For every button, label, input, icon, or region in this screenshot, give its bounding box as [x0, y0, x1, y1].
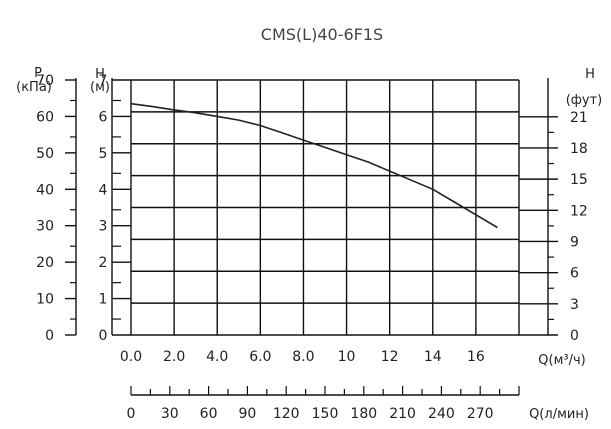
axes: 01234567H(м)010203040506070P(кПа)0369121… [16, 66, 602, 422]
x-tick-label: 16 [467, 349, 485, 365]
right-tick-label: 0 [570, 328, 579, 344]
left-outer-tick-label: 50 [36, 146, 54, 162]
grid [130, 79, 520, 336]
left-inner-tick-label: 2 [99, 255, 108, 271]
x2-axis-label: Q(л/мин) [529, 407, 589, 422]
x-tick-label: 8.0 [292, 349, 314, 365]
x2-tick-label: 30 [161, 406, 179, 422]
x2-tick-label: 180 [350, 406, 377, 422]
left-inner-tick-label: 3 [99, 219, 108, 235]
left-outer-axis-label: P [34, 66, 42, 81]
right-axis-label: H [585, 67, 595, 82]
x-tick-label: 4.0 [206, 349, 228, 365]
x2-tick-label: 90 [238, 406, 256, 422]
left-outer-tick-label: 20 [36, 255, 54, 271]
right-axis-label: (фут) [566, 93, 603, 108]
x-axis-label: Q(м³/ч) [538, 353, 585, 368]
left-inner-tick-label: 0 [99, 328, 108, 344]
x-tick-label: 2.0 [163, 349, 185, 365]
left-outer-tick-label: 0 [45, 328, 54, 344]
right-tick-label: 18 [570, 141, 588, 157]
series-line [130, 102, 498, 229]
x-tick-label: 0.0 [120, 349, 142, 365]
x-tick-label: 12 [381, 349, 399, 365]
x2-tick-label: 60 [200, 406, 218, 422]
left-outer-tick-label: 30 [36, 219, 54, 235]
left-inner-tick-label: 7 [99, 73, 108, 89]
right-tick-label: 3 [570, 297, 579, 313]
left-outer-tick-label: 10 [36, 292, 54, 308]
right-tick-label: 9 [570, 234, 579, 250]
x2-tick-label: 0 [127, 406, 136, 422]
left-outer-tick-label: 70 [36, 73, 54, 89]
left-inner-axis-label: (м) [90, 80, 110, 95]
left-outer-tick-label: 60 [36, 109, 54, 125]
right-tick-label: 12 [570, 203, 588, 219]
left-inner-tick-label: 6 [99, 109, 108, 125]
chart-title: CMS(L)40-6F1S [261, 25, 383, 44]
x-tick-label: 6.0 [249, 349, 271, 365]
left-outer-axis-label: (кПа) [16, 80, 52, 95]
x-tick-label: 14 [424, 349, 442, 365]
x2-tick-label: 120 [273, 406, 300, 422]
series [130, 102, 498, 229]
left-inner-axis-label: H [95, 67, 105, 82]
right-tick-label: 21 [570, 110, 588, 126]
right-tick-label: 6 [570, 266, 579, 282]
x2-tick-label: 210 [389, 406, 416, 422]
right-tick-label: 15 [570, 172, 588, 188]
x2-tick-label: 150 [312, 406, 339, 422]
x-tick-label: 10 [338, 349, 356, 365]
x2-tick-label: 270 [467, 406, 494, 422]
left-inner-tick-label: 1 [99, 292, 108, 308]
x2-tick-label: 240 [428, 406, 455, 422]
left-inner-tick-label: 5 [99, 146, 108, 162]
left-inner-tick-label: 4 [99, 182, 108, 198]
left-outer-tick-label: 40 [36, 182, 54, 198]
